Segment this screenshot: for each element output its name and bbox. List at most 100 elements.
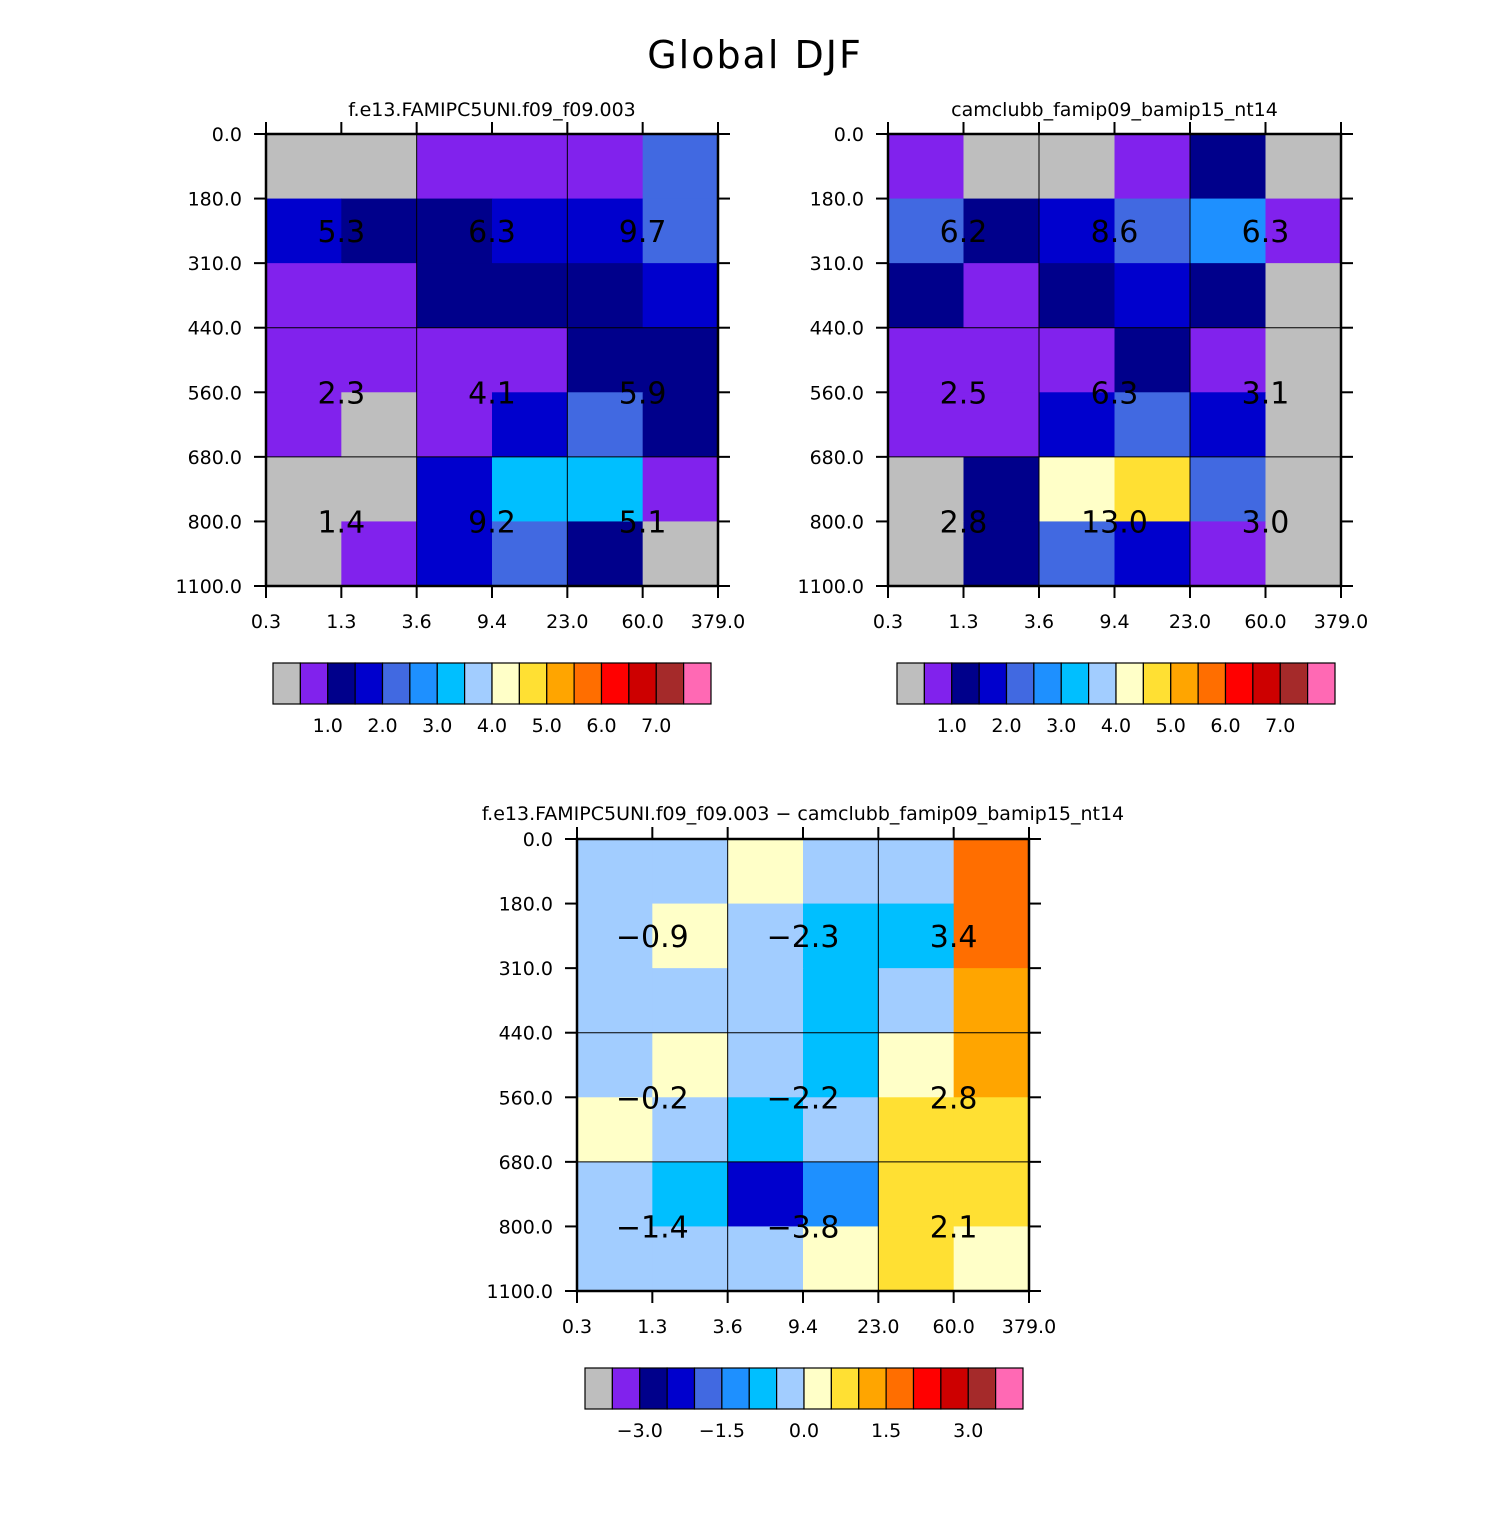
colorbar-swatch <box>1142 662 1172 705</box>
heatmap-cell <box>878 1226 955 1292</box>
figure-title: Global DJF <box>647 33 863 77</box>
heatmap-cell <box>577 1226 653 1292</box>
heatmap-cell <box>1039 456 1116 523</box>
heatmap-cell <box>953 1032 1030 1098</box>
colorbar-swatch <box>639 1367 668 1410</box>
colorbar-swatch <box>1005 662 1035 705</box>
heatmap-cell <box>803 1032 879 1098</box>
colorbar-label: 6.0 <box>586 715 616 737</box>
colorbar-label: 2.0 <box>367 715 397 737</box>
colorbar-swatch <box>299 662 329 705</box>
heatmap-cell <box>652 1097 729 1163</box>
panel-title: f.e13.FAMIPC5UNI.f09_f09.003 <box>348 99 636 121</box>
colorbar-label: 6.0 <box>1210 715 1240 737</box>
y-tick-label: 560.0 <box>188 382 242 404</box>
heatmap-cell <box>803 1097 879 1163</box>
heatmap-cell <box>492 327 568 393</box>
x-tick-label: 23.0 <box>857 1316 899 1338</box>
y-tick-label: 180.0 <box>499 894 553 916</box>
colorbar-label: 1.0 <box>937 715 967 737</box>
heatmap-cell <box>266 327 342 393</box>
x-tick-label: 9.4 <box>477 611 507 633</box>
heatmap-cell <box>341 134 418 200</box>
heatmap-cell <box>727 839 804 905</box>
heatmap-cell <box>492 456 568 523</box>
y-tick-label: 0.0 <box>523 829 553 851</box>
box-value-label: −1.4 <box>616 1210 689 1245</box>
colorbar-swatch <box>683 662 712 705</box>
heatmap-cell <box>642 456 719 523</box>
heatmap-cell <box>1190 521 1267 587</box>
x-tick-label: 1.3 <box>637 1316 667 1338</box>
y-tick-label: 440.0 <box>810 318 864 340</box>
heatmap-cell <box>341 327 418 393</box>
heatmap-cell <box>1039 521 1116 587</box>
heatmap-cell <box>266 392 342 458</box>
heatmap-cell <box>416 327 493 393</box>
heatmap-cell <box>803 903 879 969</box>
colorbar-label: 5.0 <box>532 715 562 737</box>
colorbar-swatch <box>940 1367 969 1410</box>
heatmap-cell <box>416 263 493 329</box>
box-value-label: 2.8 <box>940 505 988 540</box>
box-value-label: 3.4 <box>930 920 978 955</box>
colorbar-swatch <box>923 662 953 705</box>
x-tick-label: 0.3 <box>873 611 903 633</box>
heatmap-cell <box>888 392 965 458</box>
heatmap-cell <box>963 392 1040 458</box>
colorbar-swatch <box>381 662 411 705</box>
heatmap-cell <box>577 1097 653 1163</box>
heatmap-cell <box>416 456 493 523</box>
heatmap-cell <box>1039 134 1116 200</box>
x-tick-label: 0.3 <box>251 611 281 633</box>
heatmap-cell <box>1265 198 1342 264</box>
heatmap-cell <box>266 521 342 587</box>
heatmap-cell <box>492 263 568 329</box>
x-tick-label: 1.3 <box>948 611 978 633</box>
colorbar-label: 3.0 <box>953 1420 983 1442</box>
heatmap-cell <box>1265 263 1342 329</box>
colorbar-swatch <box>611 1367 641 1410</box>
heatmap-cell <box>642 521 719 587</box>
colorbar-swatch <box>272 662 301 705</box>
heatmap-cell <box>1190 327 1267 393</box>
y-tick-label: 560.0 <box>810 382 864 404</box>
heatmap-cell <box>803 839 879 905</box>
heatmap-cell <box>1190 456 1267 523</box>
heatmap-cell <box>1039 327 1116 393</box>
x-tick-label: 3.6 <box>1024 611 1054 633</box>
x-tick-label: 3.6 <box>713 1316 743 1338</box>
heatmap-cell <box>963 263 1040 329</box>
box-value-label: 3.0 <box>1242 505 1290 540</box>
y-tick-label: 440.0 <box>188 318 242 340</box>
heatmap-cell <box>963 327 1040 393</box>
y-tick-label: 680.0 <box>188 447 242 469</box>
heatmap-cell <box>1039 198 1116 264</box>
colorbar-swatch <box>776 1367 805 1410</box>
y-tick-label: 680.0 <box>810 447 864 469</box>
heatmap-cell <box>416 134 493 200</box>
heatmap-cell <box>492 134 568 200</box>
colorbar-swatch <box>354 662 384 705</box>
x-tick-label: 3.6 <box>402 611 432 633</box>
heatmap-cell <box>567 327 644 393</box>
colorbar-label: 4.0 <box>477 715 507 737</box>
panel-title: camclubb_famip09_bamip15_nt14 <box>951 99 1278 121</box>
colorbar-swatch <box>1170 662 1199 705</box>
colorbar-swatch <box>666 1367 696 1410</box>
heatmap-cell <box>652 1032 729 1098</box>
x-tick-label: 9.4 <box>1099 611 1129 633</box>
x-tick-label: 23.0 <box>1169 611 1211 633</box>
heatmap-cell <box>1190 392 1267 458</box>
heatmap-cell <box>888 198 965 264</box>
colorbar-label: 7.0 <box>641 715 671 737</box>
heatmap-cell <box>341 521 418 587</box>
heatmap-cell <box>567 263 644 329</box>
x-tick-label: 9.4 <box>788 1316 818 1338</box>
heatmap-cell <box>727 968 804 1034</box>
x-tick-label: 379.0 <box>1314 611 1368 633</box>
x-tick-label: 379.0 <box>1002 1316 1056 1338</box>
heatmap-cell <box>642 263 719 329</box>
